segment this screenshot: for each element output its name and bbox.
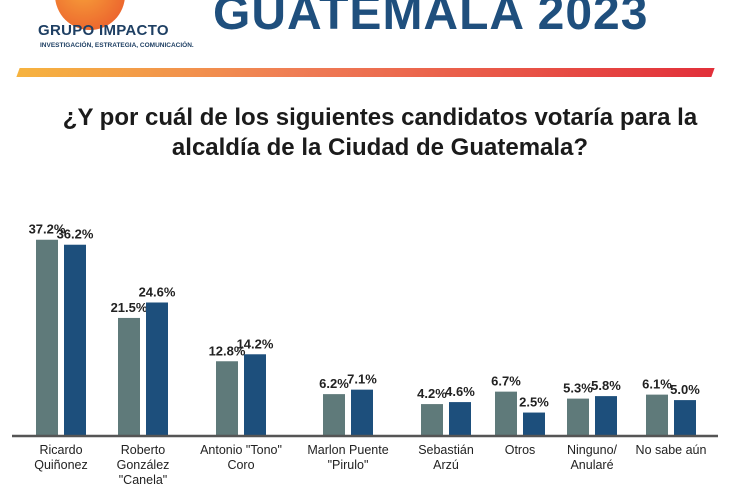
category-label: No sabe aún: [635, 443, 707, 457]
bar: [567, 398, 589, 435]
data-label: 21.5%: [111, 300, 148, 315]
chart-title: ¿Y por cuál de los siguientes candidatos…: [62, 104, 698, 161]
category-label: Roberto González "Canela": [116, 443, 170, 487]
bar: [323, 394, 345, 435]
data-label: 12.8%: [209, 343, 246, 358]
data-label: 36.2%: [57, 227, 94, 242]
data-label: 5.8%: [591, 378, 621, 393]
bar: [36, 239, 58, 435]
bar: [449, 402, 471, 435]
data-label: 37.2%: [29, 222, 66, 237]
data-label: 6.7%: [491, 374, 521, 389]
data-label: 5.3%: [563, 381, 593, 396]
data-label: 4.6%: [445, 384, 475, 399]
bar: [146, 302, 168, 435]
page-title: GUATEMALA 2023: [213, 0, 649, 40]
category-label: Ninguno/ Anularé: [566, 443, 618, 472]
category-label: Ricardo Quiñonez: [34, 443, 88, 472]
bar: [495, 391, 517, 435]
bar: [523, 412, 545, 435]
bar: [244, 354, 266, 435]
data-label: 4.2%: [417, 386, 447, 401]
data-label: 14.2%: [237, 336, 274, 351]
bar: [646, 394, 668, 435]
bar: [64, 244, 86, 435]
data-label: 24.6%: [139, 284, 176, 299]
bar: [421, 404, 443, 435]
category-label: Antonio "Tono" Coro: [200, 443, 282, 472]
bar: [216, 361, 238, 435]
category-label: Marlon Puente "Pirulo": [307, 443, 389, 472]
category-label: Sebastián Arzú: [418, 443, 474, 472]
bar: [351, 389, 373, 435]
bar: [674, 400, 696, 435]
data-label: 5.0%: [670, 382, 700, 397]
data-label: 2.5%: [519, 395, 549, 410]
bar: [595, 396, 617, 435]
data-label: 6.1%: [642, 377, 672, 392]
data-label: 7.1%: [347, 372, 377, 387]
brand-name: GRUPO IMPACTO: [38, 22, 169, 39]
data-label: 6.2%: [319, 376, 349, 391]
bar: [118, 317, 140, 435]
category-label: Otros: [504, 443, 536, 457]
brand-tagline: INVESTIGACIÓN, ESTRATEGIA, COMUNICACIÓN.: [40, 42, 194, 49]
